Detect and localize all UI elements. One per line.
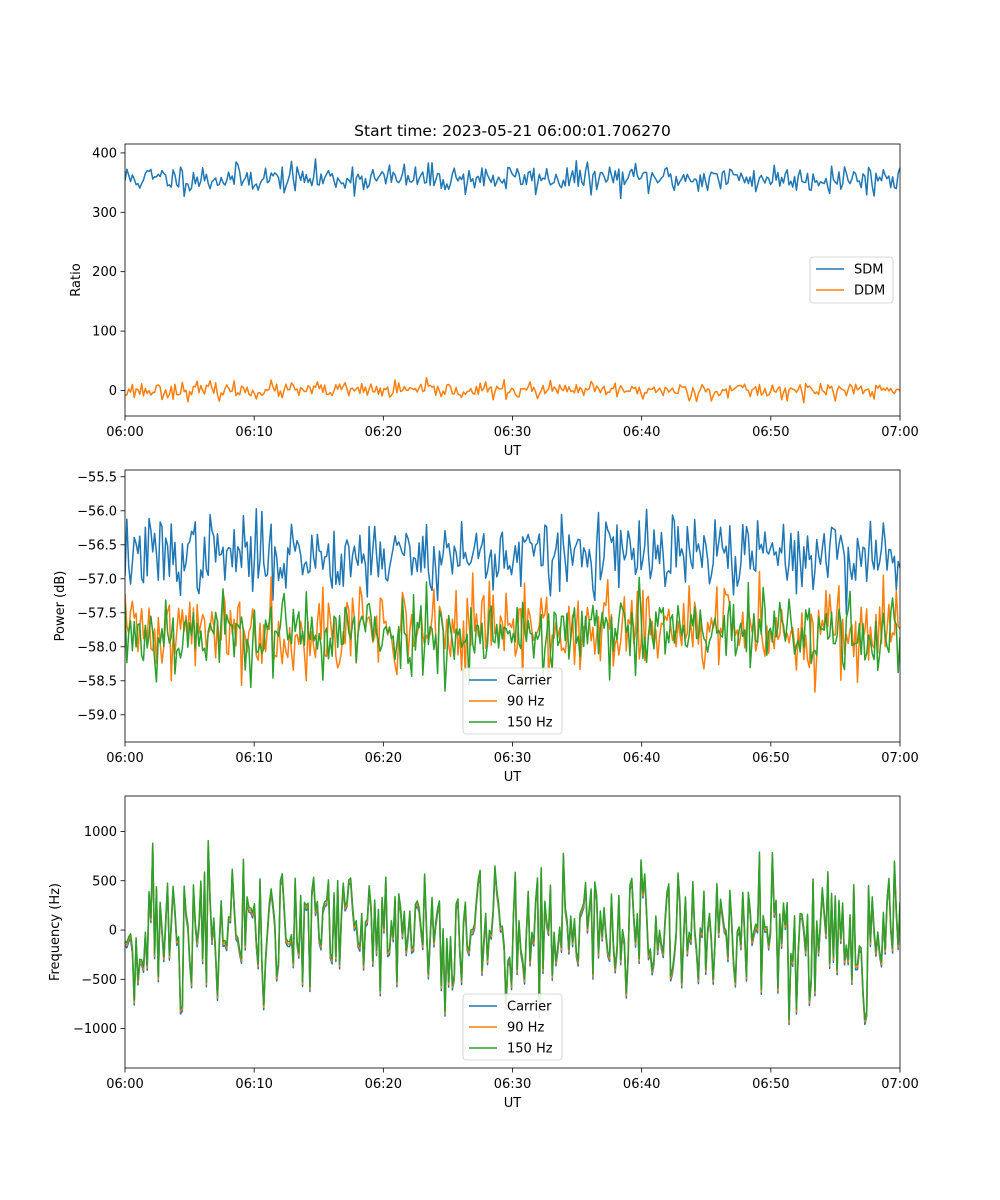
y-tick-label: 400 <box>92 146 117 161</box>
x-tick-label: 06:20 <box>365 751 402 766</box>
y-tick-label: −56.5 <box>77 538 117 553</box>
y-tick-label: 1000 <box>84 825 117 840</box>
x-tick-label: 07:00 <box>881 751 918 766</box>
y-tick-label: −55.5 <box>77 470 117 485</box>
x-tick-label: 06:00 <box>106 425 143 440</box>
legend-box <box>462 993 563 1061</box>
y-tick-label: −500 <box>81 973 117 988</box>
x-tick-label: 06:30 <box>494 1077 531 1092</box>
legend: Carrier 90 Hz 150 Hz <box>462 667 563 735</box>
y-tick-label: 0 <box>109 384 117 399</box>
series-line-carrier <box>125 508 900 615</box>
series-group <box>125 158 900 404</box>
legend-label: 90 Hz <box>507 1021 544 1036</box>
x-tick-label: 06:40 <box>623 425 660 440</box>
x-tick-label: 07:00 <box>881 1077 918 1092</box>
series-line-ddm <box>125 376 900 404</box>
y-tick-label: −57.0 <box>77 572 117 587</box>
y-tick-label: −58.5 <box>77 674 117 689</box>
panel-3: 06:00 06:10 06:20 06:30 06:40 06:50 07:00 −1000… <box>48 795 919 1111</box>
legend-box <box>462 667 563 735</box>
x-tick-label: 06:40 <box>623 751 660 766</box>
x-tick-label: 06:10 <box>235 425 272 440</box>
x-tick-label: 06:50 <box>752 425 789 440</box>
legend-label: 150 Hz <box>507 1042 553 1057</box>
x-tick-label: 06:30 <box>494 751 531 766</box>
x-axis-label: UT <box>504 1096 522 1111</box>
x-tick-label: 06:10 <box>235 751 272 766</box>
y-axis-label: Ratio <box>69 263 84 296</box>
series-line-sdm <box>125 158 900 200</box>
x-tick-label: 06:20 <box>365 1077 402 1092</box>
y-tick-label: −1000 <box>73 1022 117 1037</box>
x-tick-label: 06:40 <box>623 1077 660 1092</box>
series-group <box>125 840 900 1026</box>
legend-label: Carrier <box>507 1000 552 1015</box>
y-tick-label: −58.0 <box>77 640 117 655</box>
y-tick-label: 500 <box>92 874 117 889</box>
legend-label: SDM <box>854 263 883 278</box>
panel-1: 06:00 06:10 06:20 06:30 06:40 06:50 07:00 0 100 2… <box>69 143 919 459</box>
x-tick-label: 06:50 <box>752 751 789 766</box>
x-tick-label: 06:00 <box>106 751 143 766</box>
y-tick-label: 100 <box>92 325 117 340</box>
y-axis-label: Frequency (Hz) <box>48 883 63 981</box>
x-tick-label: 06:30 <box>494 425 531 440</box>
x-tick-label: 07:00 <box>881 425 918 440</box>
panel-2: 06:00 06:10 06:20 06:30 06:40 06:50 07:00 −59.0… <box>53 469 919 785</box>
series-group <box>125 508 900 693</box>
legend: Carrier 90 Hz 150 Hz <box>462 993 563 1061</box>
legend-label: 90 Hz <box>507 695 544 710</box>
x-axis-label: UT <box>504 444 522 459</box>
series-line-150-hz <box>125 840 900 1021</box>
x-tick-label: 06:10 <box>235 1077 272 1092</box>
x-axis-label: UT <box>504 770 522 785</box>
y-axis-label: Power (dB) <box>53 571 68 642</box>
legend-label: 150 Hz <box>507 716 553 731</box>
x-tick-label: 06:50 <box>752 1077 789 1092</box>
legend: SDM DDM <box>809 256 894 304</box>
x-tick-label: 06:20 <box>365 425 402 440</box>
legend-label: Carrier <box>507 674 552 689</box>
series-line-150-hz <box>125 576 900 692</box>
y-tick-label: 200 <box>92 265 117 280</box>
y-tick-label: 0 <box>109 924 117 939</box>
legend-label: DDM <box>854 284 885 299</box>
y-tick-label: 300 <box>92 206 117 221</box>
chart-title: Start time: 2023-05-21 06:00:01.706270 <box>354 122 671 140</box>
y-tick-label: −57.5 <box>77 606 117 621</box>
y-tick-label: −56.0 <box>77 504 117 519</box>
x-tick-label: 06:00 <box>106 1077 143 1092</box>
y-tick-label: −59.0 <box>77 708 117 723</box>
